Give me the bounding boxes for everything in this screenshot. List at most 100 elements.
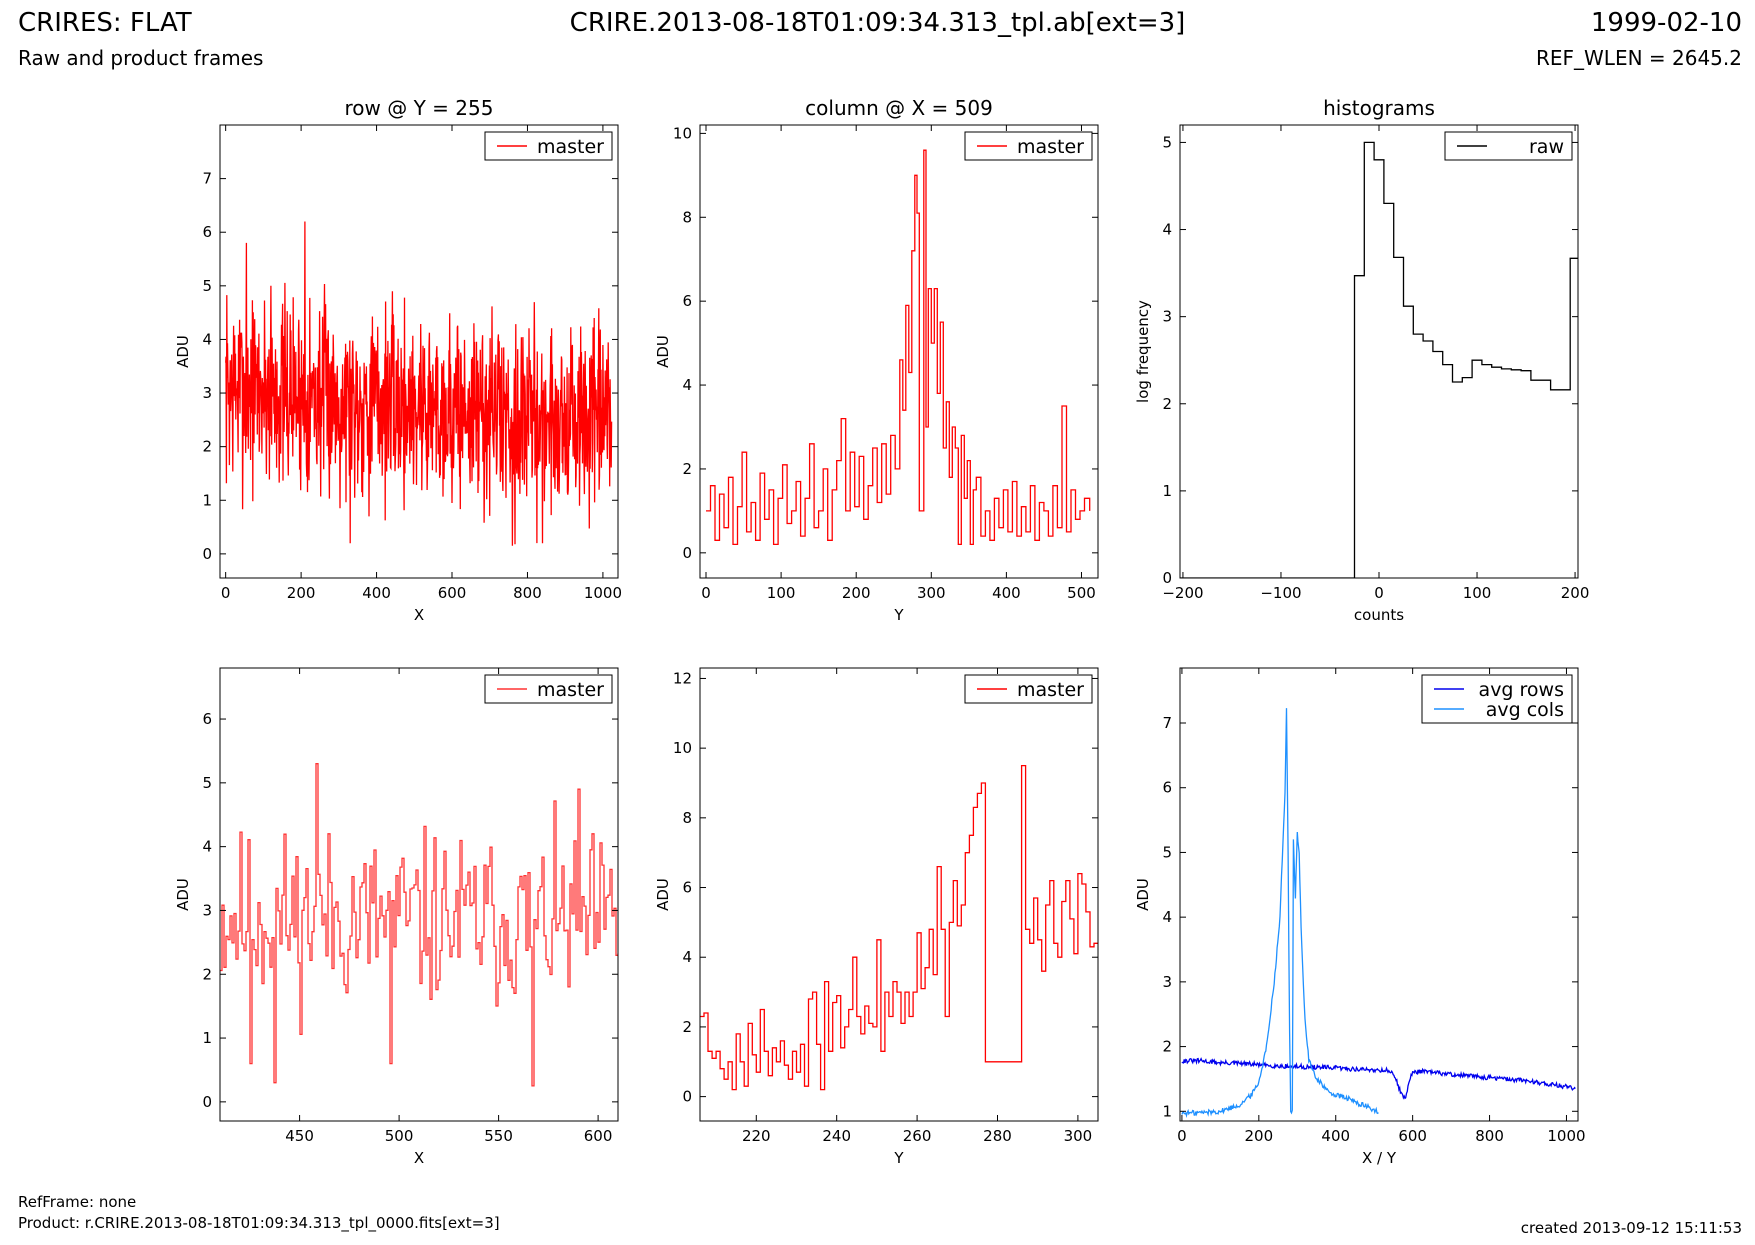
y-tick-label: 4 xyxy=(682,376,692,394)
row-plot: 0 200 400 600 800 1000 0 1 2 3 4 5 6 7 X ADU row @ Y = 2… xyxy=(174,96,622,624)
legend-label: master xyxy=(537,136,604,158)
x-tick-label: 550 xyxy=(484,1127,513,1145)
y-tick-label: 2 xyxy=(202,965,212,983)
plot-title: histograms xyxy=(1323,96,1435,120)
x-tick-label: 600 xyxy=(584,1127,613,1145)
legend-label: raw xyxy=(1529,136,1564,158)
x-tick-label: 800 xyxy=(513,584,542,602)
y-tick-label: 2 xyxy=(1162,1038,1172,1056)
y-tick-label: 4 xyxy=(1162,221,1172,239)
x-tick-label: 200 xyxy=(1245,1127,1274,1145)
plot-frame xyxy=(699,124,1099,579)
x-tick-label: 300 xyxy=(917,584,946,602)
y-tick-label: 5 xyxy=(1162,843,1172,861)
y-axis-label: ADU xyxy=(174,878,192,911)
ref-frame-label: RefFrame: none xyxy=(18,1193,137,1211)
y-tick-label: 10 xyxy=(673,739,692,757)
y-tick-label: 3 xyxy=(202,384,212,402)
x-tick-label: 450 xyxy=(285,1127,314,1145)
y-tick-label: 2 xyxy=(202,438,212,456)
y-tick-label: 1 xyxy=(202,491,212,509)
figure-subtitle: Raw and product frames xyxy=(18,46,264,70)
x-tick-label: 200 xyxy=(842,584,871,602)
legend-box xyxy=(1421,674,1573,724)
y-tick-label: 3 xyxy=(1162,973,1172,991)
series-line-master xyxy=(220,763,618,1087)
legend-label: avg rows xyxy=(1479,679,1564,701)
y-tick-label: 0 xyxy=(682,544,692,562)
series-line-master xyxy=(700,764,1098,1091)
series-line-master xyxy=(225,221,613,546)
y-tick-label: 4 xyxy=(202,838,212,856)
y-tick-label: 7 xyxy=(202,170,212,188)
observation-date: 1999-02-10 xyxy=(1590,8,1742,38)
y-axis-label: ADU xyxy=(654,878,672,911)
legend-label: master xyxy=(1017,136,1084,158)
x-tick-label: 400 xyxy=(362,584,391,602)
x-tick-label: 500 xyxy=(385,1127,414,1145)
legend: raw xyxy=(1444,131,1573,161)
y-axis-label: ADU xyxy=(174,335,192,368)
x-tick-label: 0 xyxy=(1374,584,1384,602)
series-line-raw xyxy=(1180,141,1578,578)
figure-title: CRIRES: FLAT xyxy=(18,8,192,38)
legend: master xyxy=(964,131,1093,161)
x-tick-label: 240 xyxy=(822,1127,851,1145)
y-tick-label: 6 xyxy=(1162,779,1172,797)
legend-label: master xyxy=(537,679,604,701)
series-line-avg-rows xyxy=(1181,1057,1576,1100)
x-axis-label: Y xyxy=(893,1149,904,1167)
series-line-avg-cols xyxy=(1181,708,1379,1118)
x-tick-label: 0 xyxy=(1177,1127,1187,1145)
y-tick-label: 0 xyxy=(202,1093,212,1111)
reference-wavelength: REF_WLEN = 2645.2 xyxy=(1535,46,1742,70)
y-tick-label: 5 xyxy=(202,277,212,295)
legend: master xyxy=(484,674,613,704)
y-tick-label: 10 xyxy=(673,124,692,142)
x-axis-label: X xyxy=(414,1149,424,1167)
y-axis-label: ADU xyxy=(654,335,672,368)
y-axis-label: ADU xyxy=(1134,878,1152,911)
y-tick-label: 3 xyxy=(202,901,212,919)
x-tick-label: 100 xyxy=(1463,584,1492,602)
row-zoom-plot: 450 500 550 600 0 1 2 3 4 5 6 X ADU master xyxy=(174,667,619,1167)
x-tick-label: 220 xyxy=(742,1127,771,1145)
x-tick-label: 500 xyxy=(1067,584,1096,602)
x-tick-label: 100 xyxy=(767,584,796,602)
y-tick-label: 8 xyxy=(682,208,692,226)
plot-frame xyxy=(1179,124,1579,579)
x-tick-label: 200 xyxy=(1561,584,1590,602)
x-tick-label: 280 xyxy=(983,1127,1012,1145)
series-line-master xyxy=(706,149,1091,546)
y-tick-label: 12 xyxy=(673,669,692,687)
avg-plot: 0 200 400 600 800 1000 1 2 3 4 5 6 7 X / Y ADU avg rows… xyxy=(1134,667,1586,1167)
x-tick-label: 800 xyxy=(1475,1127,1504,1145)
y-tick-label: 1 xyxy=(202,1029,212,1047)
legend-label: master xyxy=(1017,679,1084,701)
x-tick-label: 260 xyxy=(903,1127,932,1145)
legend-label: avg cols xyxy=(1486,699,1564,721)
x-tick-label: 400 xyxy=(1321,1127,1350,1145)
y-axis-label: log frequency xyxy=(1134,300,1152,403)
x-tick-label: −200 xyxy=(1162,584,1203,602)
col-plot: 0 100 200 300 400 500 0 2 4 6 8 10 Y ADU column @ X = … xyxy=(654,96,1099,624)
x-tick-label: 200 xyxy=(287,584,316,602)
y-tick-label: 6 xyxy=(682,879,692,897)
x-tick-label: 1000 xyxy=(584,584,622,602)
x-tick-label: 0 xyxy=(221,584,231,602)
plot-title: column @ X = 509 xyxy=(805,96,993,120)
y-tick-label: 1 xyxy=(1162,482,1172,500)
x-axis-label: counts xyxy=(1354,606,1404,624)
y-tick-label: 2 xyxy=(682,460,692,478)
y-tick-label: 6 xyxy=(202,223,212,241)
y-tick-label: 3 xyxy=(1162,308,1172,326)
y-tick-label: 0 xyxy=(1162,569,1172,587)
x-tick-label: 600 xyxy=(1398,1127,1427,1145)
y-tick-label: 2 xyxy=(1162,395,1172,413)
y-tick-label: 6 xyxy=(202,710,212,728)
y-tick-label: 0 xyxy=(682,1088,692,1106)
plot-title: row @ Y = 255 xyxy=(345,96,494,120)
x-tick-label: 1000 xyxy=(1547,1127,1585,1145)
